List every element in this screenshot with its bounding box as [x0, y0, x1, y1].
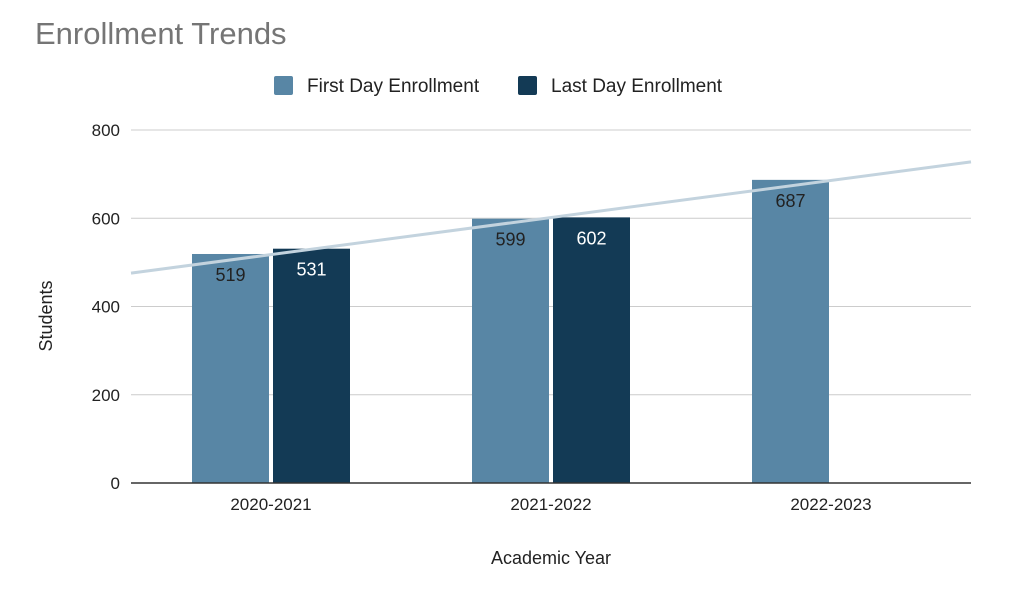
y-axis-ticks: 0 200 400 600 800 — [92, 121, 120, 493]
y-axis-title: Students — [36, 280, 56, 351]
chart-title: Enrollment Trends — [35, 16, 287, 51]
data-labels: 519 531 599 602 687 — [215, 191, 805, 285]
data-label: 531 — [296, 260, 326, 280]
data-label: 602 — [576, 228, 606, 248]
y-tick-label: 200 — [92, 386, 120, 405]
bar-last-day-2021-2022 — [553, 217, 630, 483]
legend-swatch-first-day — [274, 76, 293, 95]
bar-first-day-2021-2022 — [472, 218, 549, 483]
data-label: 687 — [775, 191, 805, 211]
legend: First Day Enrollment Last Day Enrollment — [274, 76, 723, 97]
bars — [192, 179, 829, 483]
legend-swatch-last-day — [518, 76, 537, 95]
bar-first-day-2022-2023 — [752, 179, 829, 483]
data-label: 599 — [495, 230, 525, 250]
legend-label-first-day: First Day Enrollment — [307, 76, 480, 97]
x-tick-label: 2020-2021 — [230, 495, 311, 514]
data-label: 519 — [215, 265, 245, 285]
y-tick-label: 0 — [111, 474, 120, 493]
x-tick-label: 2022-2023 — [790, 495, 871, 514]
x-axis-ticks: 2020-2021 2021-2022 2022-2023 — [230, 495, 871, 514]
x-tick-label: 2021-2022 — [510, 495, 591, 514]
trendline-group — [130, 160, 972, 275]
legend-label-last-day: Last Day Enrollment — [551, 76, 723, 97]
y-tick-label: 800 — [92, 121, 120, 140]
y-tick-label: 600 — [92, 209, 120, 228]
bar-last-day-2020-2021 — [273, 248, 350, 483]
bar-first-day-2020-2021 — [192, 253, 269, 483]
x-axis-title: Academic Year — [491, 548, 611, 568]
trendline — [130, 160, 972, 275]
y-tick-label: 400 — [92, 298, 120, 317]
